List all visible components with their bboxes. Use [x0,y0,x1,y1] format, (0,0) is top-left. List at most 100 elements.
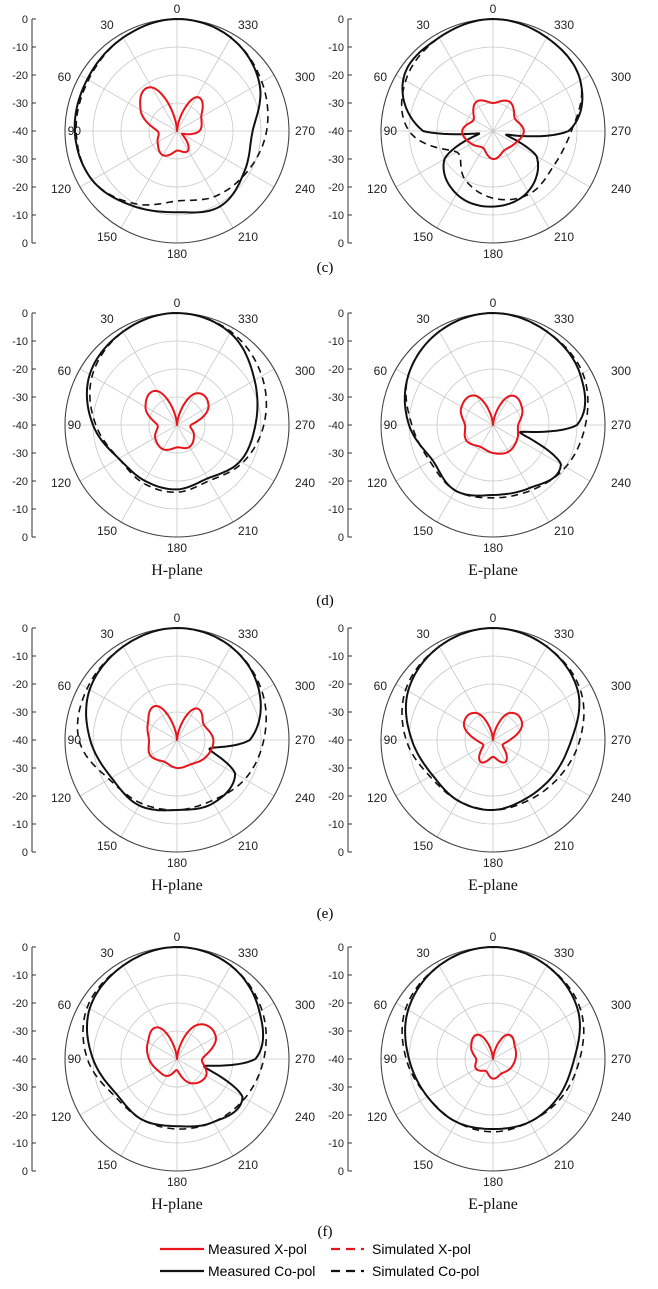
angle-tick-label: 270 [611,1052,631,1066]
angle-tick-label: 270 [295,1052,315,1066]
grid-spoke [176,368,275,426]
angle-tick-label: 150 [97,839,117,853]
radial-tick-label: 0 [22,1166,28,1178]
grid-spoke [176,424,275,482]
angle-tick-label: 270 [611,124,631,138]
radial-tick-label: -30 [12,1026,28,1038]
radial-tick-label: -30 [12,448,28,460]
angle-tick-label: 210 [238,524,258,538]
polar-panel-c-right: 0 -10 -20 -30 -40 -30 -20 -10 0 0 30 60 90 120 150 180 2… [328,2,631,261]
angle-tick-label: 30 [100,946,114,960]
angle-tick-label: 150 [413,524,433,538]
angle-tick-label: 120 [367,476,387,490]
grid-spoke [395,74,494,132]
radial-tick-label: -10 [12,504,28,516]
radial-tick-label: 0 [22,532,28,544]
grid-spoke [120,33,178,132]
grid-spoke [176,130,275,188]
radial-tick-label: 0 [22,14,28,26]
angle-tick-label: 120 [367,1110,387,1124]
angle-tick-label: 180 [483,247,503,261]
grid-spoke [492,327,550,426]
radial-tick-label: -40 [328,1054,344,1066]
radial-tick-label: -40 [328,420,344,432]
radial-tick-label: -10 [328,42,344,54]
grid-spoke [492,739,550,838]
angle-tick-label: 60 [58,998,72,1012]
angle-tick-label: 60 [374,70,388,84]
angle-tick-label: 270 [295,733,315,747]
plane-label: H-plane [151,877,203,894]
radial-tick-label: -10 [12,651,28,663]
radial-tick-label: -30 [12,154,28,166]
series-measured-co [73,18,262,214]
radial-tick-label: -30 [328,1082,344,1094]
angle-tick-label: 90 [68,733,82,747]
angle-tick-label: 240 [611,182,631,196]
angle-tick-label: 30 [100,627,114,641]
plane-label: E-plane [468,877,518,894]
grid-spoke [120,130,178,229]
radial-tick-label: -10 [12,970,28,982]
grid-spoke [436,739,494,838]
radial-tick-label: 0 [338,14,344,26]
angle-tick-label: 0 [490,2,497,16]
angle-tick-label: 0 [490,296,497,310]
legend-label-measured-copol: Measured Co-pol [208,1263,315,1279]
radial-tick-label: -10 [12,42,28,54]
angle-tick-label: 180 [483,541,503,555]
angle-tick-label: 270 [295,124,315,138]
angle-tick-label: 0 [174,611,181,625]
plane-label: E-plane [468,1196,518,1213]
angle-tick-label: 210 [238,230,258,244]
radial-tick-label: -20 [12,1110,28,1122]
radial-tick-label: -30 [12,392,28,404]
angle-tick-label: 240 [295,476,315,490]
grid-spoke [176,961,234,1060]
angle-tick-label: 90 [68,418,82,432]
grid-spoke [79,683,178,741]
series-simulated-co [405,312,589,499]
angle-tick-label: 210 [554,230,574,244]
series-measured-co [86,946,265,1128]
grid-spoke [436,642,494,741]
radial-tick-label: -20 [328,70,344,82]
grid-spoke [492,683,591,741]
series-measured-x [462,711,524,764]
radial-tick-label: -40 [12,1054,28,1066]
radial-tick-label: -10 [328,819,344,831]
angle-tick-label: 330 [554,18,574,32]
radial-tick-label: -10 [328,1138,344,1150]
angle-tick-label: 270 [611,418,631,432]
legend-label-simulated-xpol: Simulated X-pol [372,1241,471,1257]
angle-tick-label: 0 [490,930,497,944]
grid-spoke [79,424,178,482]
radial-tick-label: -20 [328,998,344,1010]
radial-tick-label: -30 [328,392,344,404]
legend: Measured X-pol Simulated X-pol Measured … [160,1241,479,1279]
radial-tick-label: 0 [22,238,28,250]
grid-spoke [176,739,275,797]
angle-tick-label: 240 [295,791,315,805]
radial-tick-label: -20 [328,1110,344,1122]
angle-tick-label: 210 [238,1158,258,1172]
radial-tick-label: -30 [12,1082,28,1094]
legend-label-measured-xpol: Measured X-pol [208,1241,307,1257]
plane-label: H-plane [151,562,203,579]
radial-tick-label: -40 [328,735,344,747]
angle-tick-label: 240 [611,791,631,805]
row-label-f: (f) [318,1224,333,1240]
angle-tick-label: 300 [611,679,631,693]
radial-tick-label: -40 [12,126,28,138]
angle-tick-label: 90 [384,1052,398,1066]
radial-tick-label: 0 [338,308,344,320]
radial-tick-label: -10 [328,210,344,222]
grid-spoke [492,1002,591,1060]
radial-tick-label: -30 [328,707,344,719]
grid-spoke [395,1002,494,1060]
angle-tick-label: 180 [483,1175,503,1189]
radial-tick-label: -30 [328,763,344,775]
grid-spoke [492,1058,591,1116]
angle-tick-label: 300 [295,364,315,378]
